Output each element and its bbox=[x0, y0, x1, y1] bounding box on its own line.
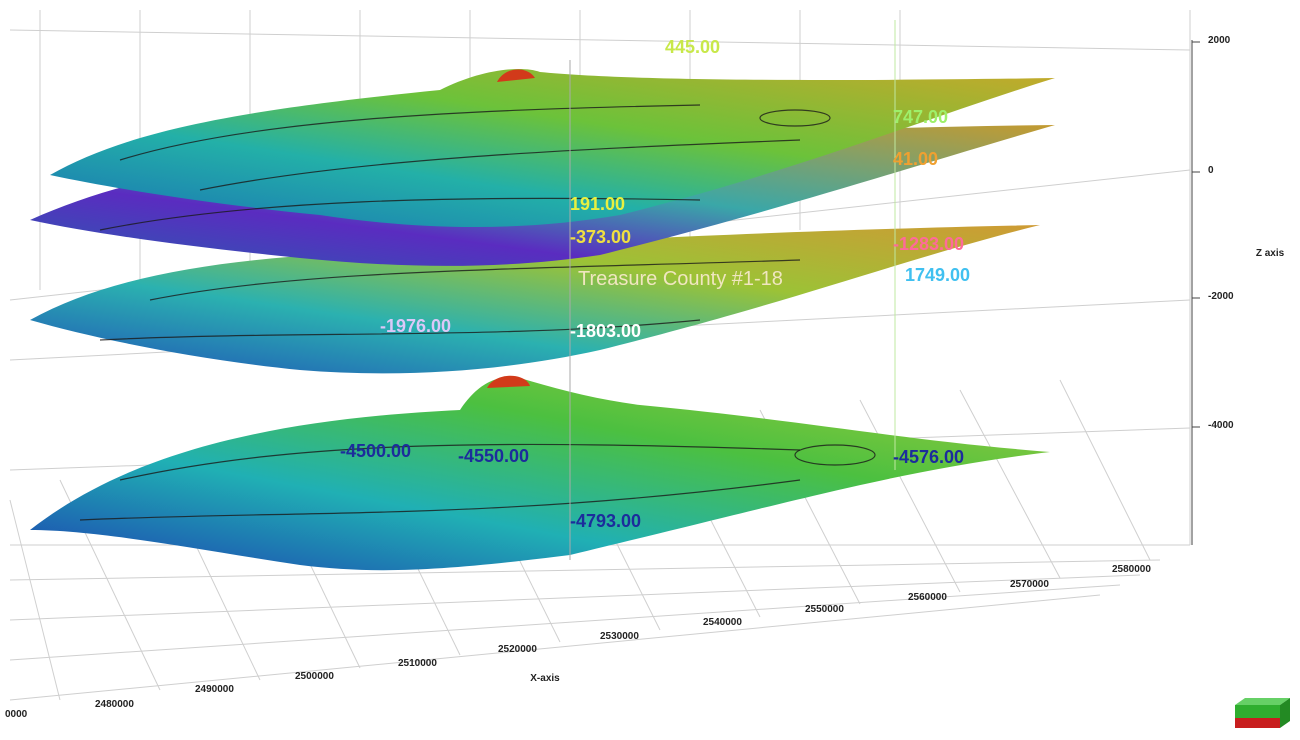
surface-view: Z axis X-axis 2000 0 -2000 -4000 0000 2480000… bbox=[0, 0, 1300, 740]
z-tick-label: 2000 bbox=[1208, 35, 1231, 46]
z-tick-label: -2000 bbox=[1208, 291, 1234, 302]
x-tick-label: 2510000 bbox=[398, 658, 437, 669]
surface-annotation: 445.00 bbox=[665, 37, 720, 57]
x-tick-label: 2530000 bbox=[600, 631, 639, 642]
surface-annotation: -1976.00 bbox=[380, 316, 451, 336]
surface-annotation: 1749.00 bbox=[905, 265, 970, 285]
x-tick-label: 2520000 bbox=[498, 644, 537, 655]
x-tick-label: 2480000 bbox=[95, 699, 134, 710]
z-axis-label: Z axis bbox=[1256, 248, 1285, 259]
x-tick-label: 2560000 bbox=[908, 592, 947, 603]
surface-annotation: -4576.00 bbox=[893, 447, 964, 467]
x-tick-label: 2580000 bbox=[1112, 564, 1151, 575]
x-tick-label: 2540000 bbox=[703, 617, 742, 628]
x-tick-label: 2570000 bbox=[1010, 579, 1049, 590]
x-tick-label: 0000 bbox=[5, 709, 28, 720]
x-tick-label: 2550000 bbox=[805, 604, 844, 615]
surface-annotation: -4500.00 bbox=[340, 441, 411, 461]
surface-annotation: -1283.00 bbox=[893, 234, 964, 254]
z-tick-label: 0 bbox=[1208, 165, 1214, 176]
surfaces bbox=[30, 69, 1055, 570]
x-axis-label: X-axis bbox=[530, 673, 560, 684]
surface-annotation: -4550.00 bbox=[458, 446, 529, 466]
surface-annotation: 41.00 bbox=[893, 149, 938, 169]
legend-cube bbox=[1235, 698, 1290, 728]
surface-annotation: 191.00 bbox=[570, 194, 625, 214]
surface-annotation: -4793.00 bbox=[570, 511, 641, 531]
z-tick-label: -4000 bbox=[1208, 420, 1234, 431]
axis-lines bbox=[1192, 40, 1200, 545]
surface-annotation: -1803.00 bbox=[570, 321, 641, 341]
x-tick-label: 2500000 bbox=[295, 671, 334, 682]
surface-annotation: 747.00 bbox=[893, 107, 948, 127]
x-tick-label: 2490000 bbox=[195, 684, 234, 695]
surface-annotation: -373.00 bbox=[570, 227, 631, 247]
surface-annotation: Treasure County #1-18 bbox=[578, 268, 783, 290]
